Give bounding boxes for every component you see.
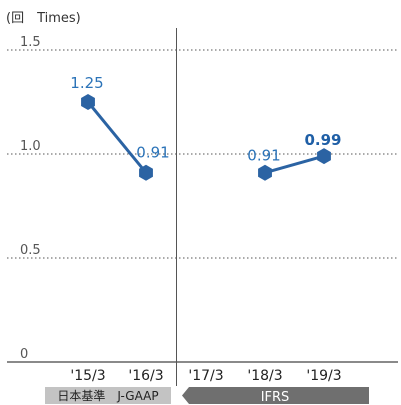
data-label: 1.25: [70, 74, 103, 92]
x-tick-label: '19/3: [306, 368, 341, 384]
y-tick-label: 1.5: [20, 35, 41, 50]
data-label: 0.91: [136, 144, 169, 162]
unit-label: (回 Times): [6, 11, 81, 26]
data-point-marker: [81, 94, 95, 110]
data-label: 0.91: [247, 147, 280, 165]
x-tick-label: '16/3: [128, 368, 163, 384]
jgaap-band-label: 日本基準 J-GAAP: [57, 388, 158, 403]
data-point-marker: [258, 164, 272, 181]
jgaap-band: [45, 387, 171, 404]
y-tick-label: 0: [20, 347, 28, 362]
series-line: [86, 101, 148, 174]
x-tick-label: '18/3: [247, 368, 282, 384]
ifrs-band: [182, 387, 369, 404]
data-label: 0.99: [304, 131, 341, 149]
x-tick-label: '17/3: [188, 368, 223, 384]
series-line: [264, 154, 325, 175]
ifrs-band-label: IFRS: [261, 390, 290, 405]
x-tick-label: '15/3: [70, 368, 105, 384]
y-tick-label: 0.5: [20, 243, 41, 258]
data-point-marker: [317, 148, 331, 165]
y-tick-label: 1.0: [20, 139, 41, 154]
data-point-marker: [139, 164, 153, 181]
